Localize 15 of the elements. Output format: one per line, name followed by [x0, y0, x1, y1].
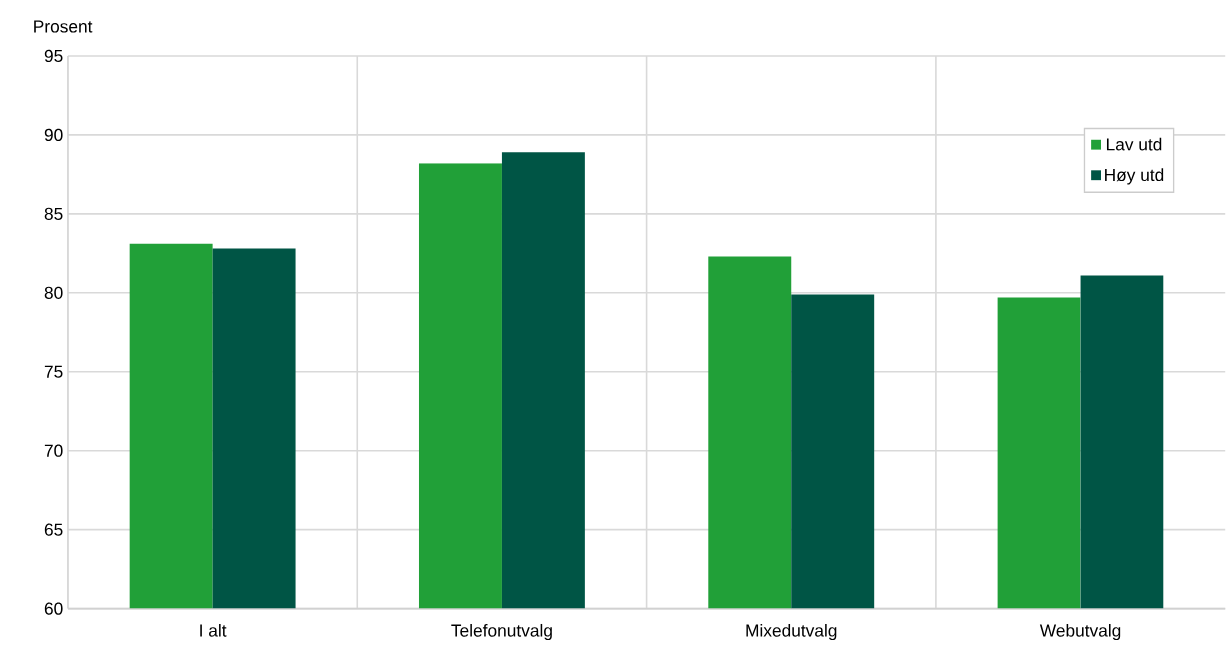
- y-tick-label: 70: [44, 444, 63, 458]
- y-tick-label: 80: [44, 286, 63, 300]
- legend-label: Høy utd: [1105, 168, 1164, 185]
- x-tick-label: Telefonutvalg: [451, 624, 552, 641]
- y-tick-label: 60: [44, 602, 63, 615]
- y-tick-label: 85: [44, 207, 63, 221]
- legend-label: Lav utd: [1106, 138, 1162, 151]
- x-tick-label: Webutvalg: [1039, 624, 1121, 641]
- y-tick-label: 90: [44, 128, 63, 142]
- y-axis-title: Prosent: [34, 20, 93, 33]
- x-tick-label: I alt: [200, 624, 227, 637]
- y-tick-label: 65: [44, 523, 63, 536]
- x-tick-label: Mixedutvalg: [746, 624, 837, 641]
- y-tick-label: 75: [44, 365, 63, 378]
- y-tick-label: 95: [44, 50, 63, 63]
